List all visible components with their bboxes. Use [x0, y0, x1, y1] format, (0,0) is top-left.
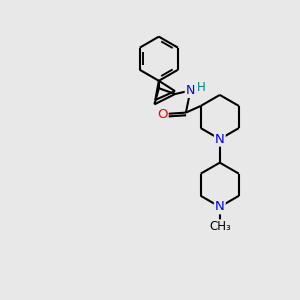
- Text: CH₃: CH₃: [209, 220, 231, 233]
- Text: N: N: [186, 84, 195, 97]
- Text: N: N: [215, 200, 225, 213]
- Text: N: N: [215, 133, 225, 146]
- Text: O: O: [157, 108, 168, 121]
- Text: H: H: [197, 81, 206, 94]
